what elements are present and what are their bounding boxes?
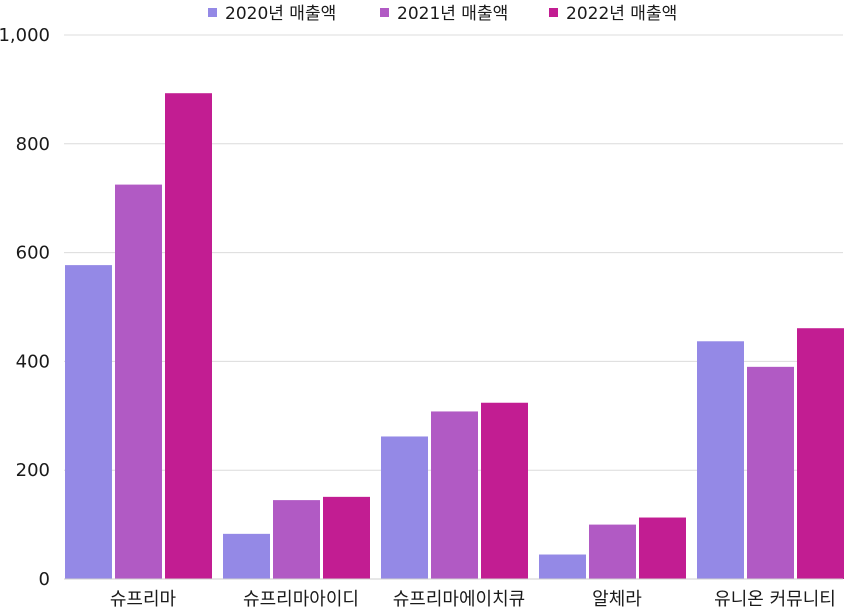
bar: [381, 436, 428, 579]
bar: [223, 533, 270, 579]
x-tick-label: 슈프리마: [110, 589, 177, 610]
x-tick-label: 유니온 커뮤니티: [714, 589, 836, 610]
bar: [115, 184, 162, 579]
legend-swatch: [380, 8, 389, 17]
y-tick-label: 800: [16, 134, 50, 155]
y-tick-label: 600: [16, 243, 50, 264]
bar: [481, 402, 528, 579]
x-axis: 슈프리마 슈프리마아이디 슈프리마에이치큐 알체라 유니온 커뮤니티: [110, 589, 836, 610]
x-tick-label: 알체라: [592, 589, 642, 610]
legend: 2020년 매출액 2021년 매출액 2022년 매출액: [208, 4, 677, 24]
y-axis: 0 200 400 600 800 1,000: [0, 25, 50, 590]
legend-swatch: [549, 8, 558, 17]
bar: [431, 411, 478, 579]
legend-label: 2021년 매출액: [397, 4, 508, 24]
bar: [697, 341, 744, 579]
bar: [747, 366, 794, 579]
bar: [65, 265, 112, 579]
bar: [639, 517, 686, 579]
bar: [797, 328, 844, 579]
y-tick-label: 400: [16, 351, 50, 372]
y-tick-label: 200: [16, 460, 50, 481]
y-tick-label: 0: [39, 569, 50, 590]
x-tick-label: 슈프리마아이디: [243, 589, 359, 610]
x-tick-label: 슈프리마에이치큐: [393, 589, 525, 610]
legend-label: 2022년 매출액: [566, 4, 677, 24]
bar: [165, 93, 212, 579]
legend-swatch: [208, 8, 217, 17]
bar: [539, 554, 586, 579]
bar: [589, 524, 636, 579]
bar: [273, 500, 320, 579]
legend-label: 2020년 매출액: [225, 4, 336, 24]
bars: [65, 93, 844, 579]
y-tick-label: 1,000: [0, 25, 50, 46]
bar: [323, 496, 370, 579]
